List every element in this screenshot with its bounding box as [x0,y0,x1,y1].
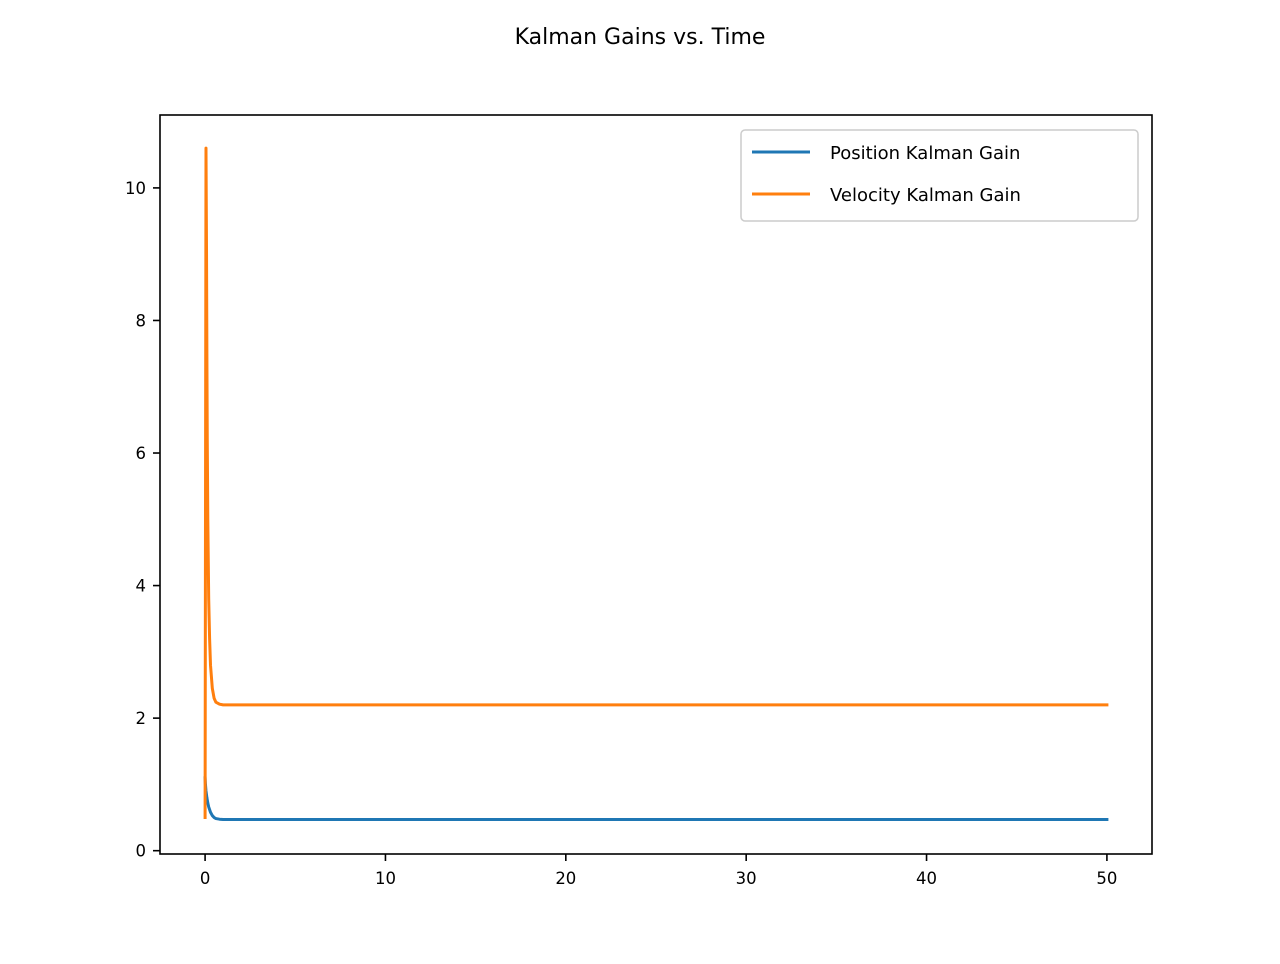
legend-label-position: Position Kalman Gain [830,143,1020,164]
y-tick-label-6: 6 [136,444,147,463]
y-tick-label-4: 4 [136,577,147,596]
y-tick-label-2: 2 [136,709,147,728]
plot-area [203,146,1109,822]
x-tick-label-20: 20 [555,869,576,888]
axes: 0 10 20 30 40 50 0 2 4 6 8 10 [125,114,1153,888]
y-tick-label-8: 8 [136,311,147,330]
y-tick-label-0: 0 [136,842,147,861]
legend-box [740,129,1139,222]
legend: Position Kalman Gain Velocity Kalman Gain [740,129,1139,222]
series-line-position [203,776,1109,822]
x-tick-label-40: 40 [916,869,937,888]
y-tick-label-10: 10 [125,179,146,198]
chart-title: Kalman Gains vs. Time [515,25,766,50]
series-line-velocity [203,146,1109,820]
x-tick-label-10: 10 [375,869,396,888]
legend-label-velocity: Velocity Kalman Gain [830,185,1021,206]
axes-frame [159,114,1153,855]
x-tick-label-30: 30 [736,869,757,888]
x-tick-label-50: 50 [1096,869,1117,888]
x-tick-label-0: 0 [200,869,211,888]
